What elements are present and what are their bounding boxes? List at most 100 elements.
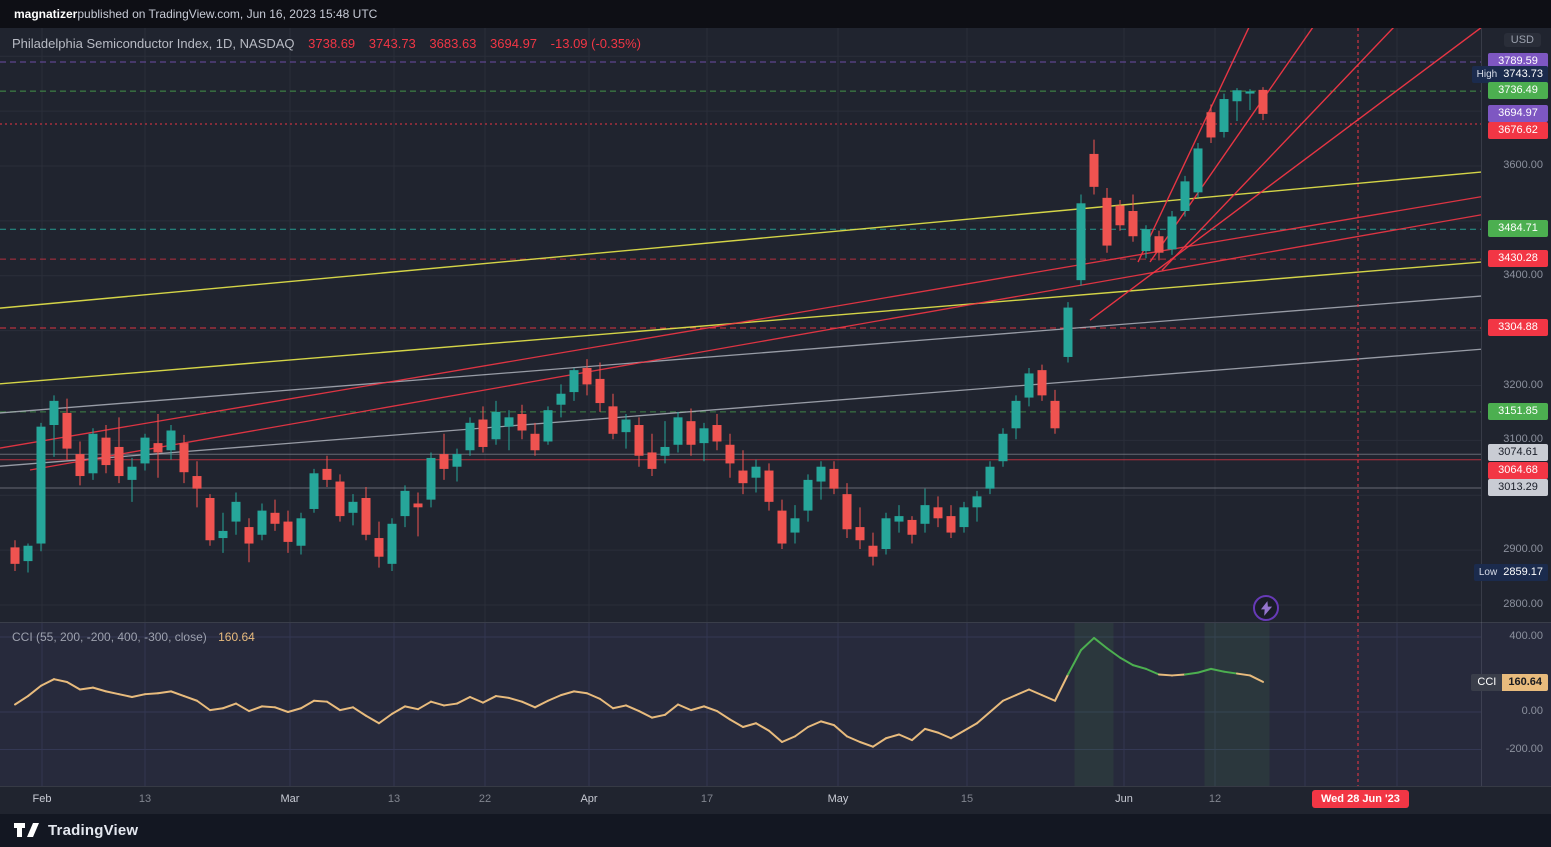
red-trendline-lower[interactable] bbox=[29, 214, 1481, 471]
candle-body bbox=[192, 476, 202, 489]
red-fan-4[interactable] bbox=[1089, 28, 1481, 321]
price-grid-label: 3100.00 bbox=[1503, 433, 1543, 446]
price-pane-chart[interactable] bbox=[0, 28, 1481, 622]
cci-line-segment bbox=[1119, 656, 1134, 667]
cci-line-segment bbox=[1249, 674, 1264, 683]
cci-line-segment bbox=[287, 707, 302, 713]
ohlc-open: 3738.69 bbox=[308, 36, 356, 51]
cci-grid-label: -200.00 bbox=[1505, 742, 1543, 755]
candle-body bbox=[36, 426, 46, 544]
candle-body bbox=[647, 452, 657, 469]
candle-body bbox=[335, 481, 345, 517]
candle-body bbox=[400, 490, 410, 517]
candle-body bbox=[114, 446, 124, 477]
red-fan-2[interactable] bbox=[1149, 28, 1332, 263]
time-axis[interactable]: Wed 28 Jun '23 Feb 13 Mar 13 22 Apr 17 May 15 Jun… bbox=[0, 786, 1551, 814]
gray-channel-upper[interactable] bbox=[0, 295, 1481, 414]
pane-divider[interactable] bbox=[0, 622, 1551, 623]
cci-line-segment bbox=[339, 706, 354, 712]
candle-body bbox=[1037, 370, 1047, 396]
cci-line-segment bbox=[976, 711, 991, 725]
price-grid-label: 3200.00 bbox=[1503, 378, 1543, 391]
cci-line-segment bbox=[53, 678, 68, 683]
cci-line-segment bbox=[1223, 670, 1238, 675]
cci-line-segment bbox=[196, 699, 211, 712]
tradingview-wordmark[interactable]: TradingView bbox=[48, 821, 139, 839]
price-badge-prefix: Low bbox=[1478, 566, 1498, 578]
cci-line-segment bbox=[924, 727, 939, 734]
cci-line-segment bbox=[1054, 673, 1069, 702]
time-axis-label-Apr: Apr bbox=[580, 793, 598, 805]
price-badge-value: 3064.68 bbox=[1498, 463, 1538, 476]
candle-body bbox=[764, 470, 774, 502]
price-badge-3789.59: 3789.59 bbox=[1488, 52, 1548, 70]
cci-line-segment bbox=[131, 693, 146, 698]
cci-line-segment bbox=[560, 690, 575, 697]
price-badge-value: 3694.97 bbox=[1498, 106, 1538, 119]
cci-line-segment bbox=[1132, 664, 1147, 670]
time-axis-label-17: 17 bbox=[700, 793, 714, 805]
candle-body bbox=[309, 473, 319, 509]
cci-line-segment bbox=[742, 722, 757, 728]
boost-lightning-icon[interactable] bbox=[1253, 595, 1279, 621]
cci-line-segment bbox=[222, 702, 237, 710]
tradingview-logo[interactable] bbox=[14, 821, 40, 839]
gray-channel-lower[interactable] bbox=[0, 348, 1481, 467]
cci-line-segment bbox=[872, 737, 887, 748]
cci-line-segment bbox=[313, 699, 328, 703]
cci-line-segment bbox=[1145, 667, 1160, 676]
cci-line-segment bbox=[755, 722, 770, 732]
candle-body bbox=[1232, 90, 1242, 102]
cci-line-segment bbox=[469, 696, 484, 704]
time-axis-label-May: May bbox=[827, 793, 849, 805]
cci-line-segment bbox=[625, 704, 640, 713]
cci-line-segment bbox=[157, 690, 172, 695]
price-axis[interactable]: USD 3600.00 3400.00 3200.00 3100.00 2900.00 2… bbox=[1471, 28, 1551, 786]
candle-body bbox=[101, 437, 111, 466]
candle-body bbox=[452, 454, 462, 467]
price-badge-prefix: High bbox=[1476, 69, 1498, 81]
price-badge-3430.28: 3430.28 bbox=[1488, 250, 1548, 268]
price-badge-value: 3304.88 bbox=[1498, 320, 1538, 333]
candle-body bbox=[595, 378, 605, 404]
time-axis-label-Mar: Mar bbox=[280, 793, 300, 805]
time-axis-label-13: 13 bbox=[387, 793, 401, 805]
cci-pane-chart[interactable] bbox=[0, 623, 1481, 786]
candle-body bbox=[907, 519, 917, 535]
red-fan-3[interactable] bbox=[1161, 28, 1420, 271]
cci-line-segment bbox=[950, 729, 965, 740]
cci-line-segment bbox=[963, 722, 978, 732]
price-badge-3013.29: 3013.29 bbox=[1488, 478, 1548, 496]
cci-line-segment bbox=[209, 707, 224, 712]
candle-body bbox=[777, 510, 787, 544]
candle-body bbox=[816, 466, 826, 482]
candle-body bbox=[959, 507, 969, 528]
price-badge-value: 3743.73 bbox=[1503, 68, 1543, 81]
candle-body bbox=[153, 443, 163, 453]
cci-line-segment bbox=[885, 733, 900, 740]
cci-line-segment bbox=[1093, 636, 1108, 650]
red-fan-1[interactable] bbox=[1137, 28, 1262, 263]
candle-body bbox=[127, 466, 137, 480]
symbol-title[interactable]: Philadelphia Semiconductor Index, 1D, NA… bbox=[12, 36, 295, 51]
time-axis-label-Feb: Feb bbox=[32, 793, 52, 805]
yellow-channel-upper[interactable] bbox=[0, 171, 1481, 309]
price-badge-3074.61: 3074.61 bbox=[1488, 444, 1548, 462]
price-badge-3743.73: High 3743.73 bbox=[1471, 66, 1548, 84]
candle-body bbox=[49, 400, 59, 426]
cci-indicator-title[interactable]: CCI (55, 200, -200, 400, -300, close) bbox=[12, 630, 207, 644]
cci-line-segment bbox=[14, 695, 29, 706]
candle-body bbox=[1245, 91, 1255, 94]
cci-line-segment bbox=[846, 735, 861, 743]
cci-line-segment bbox=[859, 741, 874, 748]
candle-body bbox=[1024, 373, 1034, 398]
cci-line-segment bbox=[612, 704, 627, 710]
cci-line-segment bbox=[729, 718, 744, 728]
chart-area[interactable]: Philadelphia Semiconductor Index, 1D, NA… bbox=[0, 28, 1551, 814]
cci-line-segment bbox=[781, 735, 796, 743]
candle-body bbox=[439, 454, 449, 469]
price-badge-3151.85: 3151.85 bbox=[1488, 402, 1548, 420]
red-trendline-upper[interactable] bbox=[0, 196, 1481, 449]
candle-body bbox=[1089, 153, 1099, 187]
cci-highlight-zone bbox=[1074, 623, 1114, 786]
